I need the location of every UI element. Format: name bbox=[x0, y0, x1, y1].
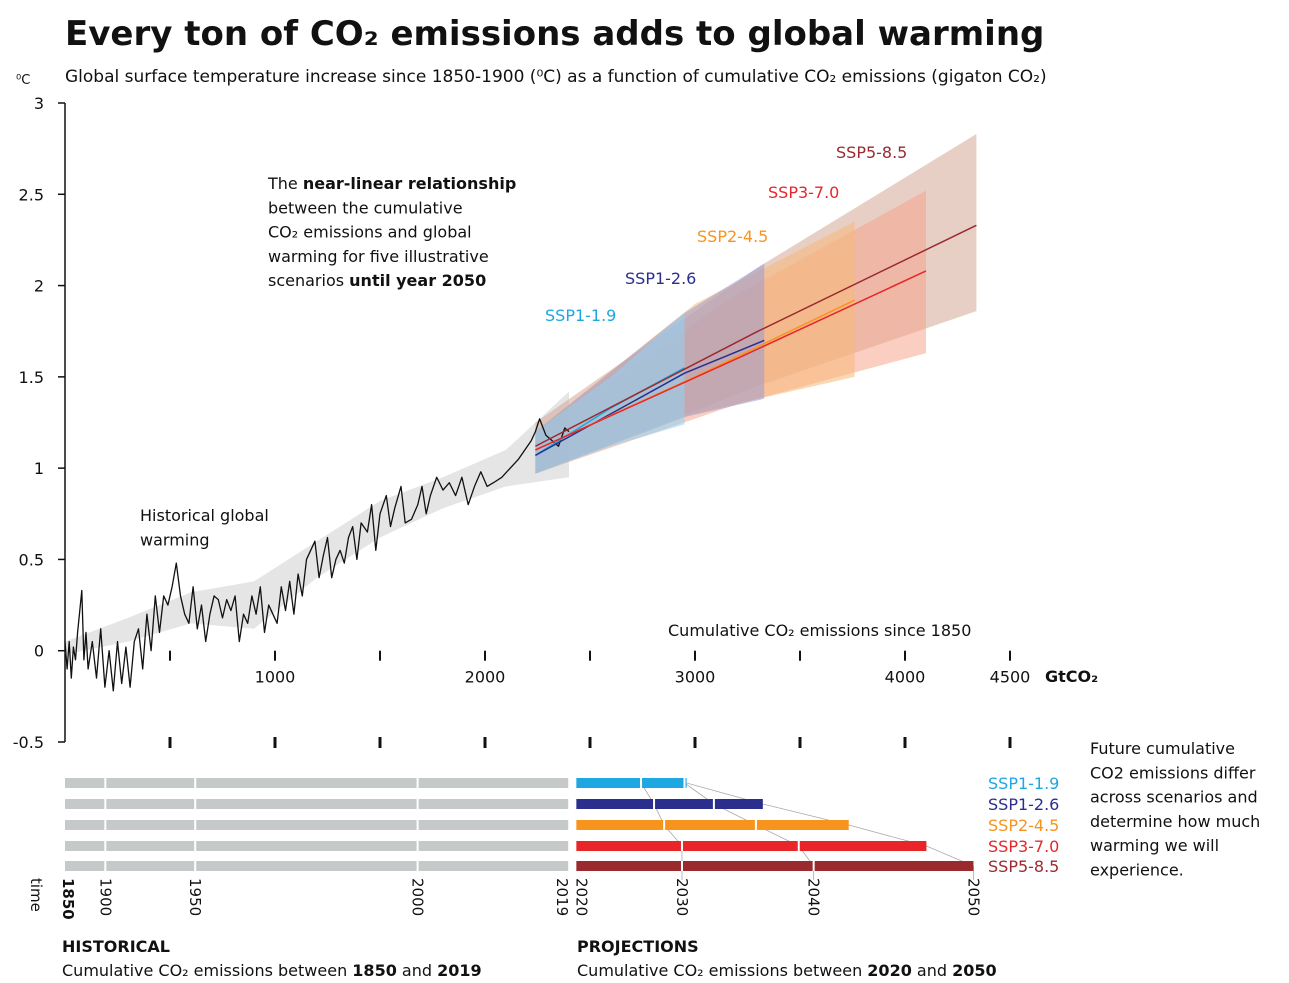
text-run: between the cumulative bbox=[268, 198, 463, 217]
annotation: The near-linear relationship bbox=[267, 174, 516, 193]
time-label: 2050 bbox=[964, 878, 982, 916]
time-label: 1950 bbox=[186, 878, 204, 916]
legend-label: SSP1-2.6 bbox=[988, 795, 1059, 814]
scenario-line bbox=[535, 224, 977, 447]
annotation: warming for five illustrative bbox=[268, 247, 489, 266]
y-tick-label: 1 bbox=[34, 459, 44, 478]
projection-bar bbox=[681, 841, 799, 851]
side-note: experience. bbox=[1090, 861, 1184, 880]
annotation: scenarios until year 2050 bbox=[268, 271, 486, 290]
time-label: 1850 bbox=[59, 878, 77, 920]
legend-label: SSP2-4.5 bbox=[988, 816, 1059, 835]
x-axis-label: Cumulative CO₂ emissions since 1850 bbox=[668, 621, 971, 640]
series-label: SSP1-2.6 bbox=[625, 269, 696, 288]
side-note: Future cumulative bbox=[1090, 739, 1235, 758]
projection-bar bbox=[713, 799, 763, 809]
legend-label: SSP5-8.5 bbox=[988, 857, 1059, 876]
footer-text: Cumulative CO₂ emissions between 2020 an… bbox=[577, 961, 997, 980]
series-label: SSP2-4.5 bbox=[697, 227, 768, 246]
footer-heading: PROJECTIONS bbox=[577, 937, 699, 956]
projection-bar bbox=[576, 861, 682, 871]
projection-bar bbox=[576, 841, 682, 851]
time-label: 2020 bbox=[572, 878, 590, 916]
chart-title: Every ton of CO₂ emissions adds to globa… bbox=[65, 14, 1044, 54]
projection-bar bbox=[654, 799, 714, 809]
x-unit: GtCO₂ bbox=[1045, 667, 1098, 686]
text-run: warming bbox=[140, 531, 210, 550]
projection-bar bbox=[813, 861, 974, 871]
y-tick-label: 3 bbox=[34, 94, 44, 113]
projection-bar bbox=[798, 841, 927, 851]
series-label: SSP5-8.5 bbox=[836, 143, 907, 162]
x-tick-label: 4000 bbox=[885, 668, 926, 687]
text-run: and bbox=[397, 961, 437, 980]
text-run: 2050 bbox=[952, 961, 997, 980]
historical-bar bbox=[65, 861, 570, 871]
annotation: Historical global bbox=[140, 506, 269, 525]
projection-bar bbox=[664, 820, 756, 830]
y-unit: ⁰C bbox=[16, 73, 30, 88]
text-run: 1850 bbox=[352, 961, 397, 980]
historical-bar bbox=[65, 778, 570, 788]
text-run: scenarios bbox=[268, 271, 349, 290]
text-run: Cumulative CO₂ emissions between bbox=[62, 961, 352, 980]
footer-text: Cumulative CO₂ emissions between 1850 an… bbox=[62, 961, 482, 980]
annotation: warming bbox=[140, 531, 210, 550]
y-tick-label: 0.5 bbox=[19, 550, 44, 569]
text-run: until year 2050 bbox=[349, 271, 486, 290]
series-label: SSP1-1.9 bbox=[545, 306, 616, 325]
time-label: 2030 bbox=[673, 878, 691, 916]
legend-label: SSP1-1.9 bbox=[988, 774, 1059, 793]
text-run: and bbox=[912, 961, 952, 980]
side-note: CO2 emissions differ bbox=[1090, 763, 1256, 782]
side-note: determine how much bbox=[1090, 812, 1260, 831]
y-tick-label: 1.5 bbox=[19, 368, 44, 387]
projection-bar bbox=[576, 820, 665, 830]
historical-bar bbox=[65, 841, 570, 851]
time-label: 1900 bbox=[96, 878, 114, 916]
projection-bar bbox=[576, 799, 655, 809]
time-axis-label: time bbox=[27, 878, 45, 912]
x-tick-label: 4500 bbox=[990, 668, 1031, 687]
historical-band bbox=[65, 391, 569, 655]
historical-bar bbox=[65, 820, 570, 830]
side-note: across scenarios and bbox=[1090, 788, 1258, 807]
projection-bar bbox=[641, 778, 685, 788]
time-label: 2000 bbox=[409, 878, 427, 916]
text-run: 2019 bbox=[437, 961, 482, 980]
legend-label: SSP3-7.0 bbox=[988, 837, 1059, 856]
scenario-line bbox=[535, 270, 927, 451]
chart-subtitle: Global surface temperature increase sinc… bbox=[65, 67, 1047, 87]
projection-bar bbox=[681, 861, 814, 871]
text-run: The bbox=[267, 174, 303, 193]
text-run: CO₂ emissions and global bbox=[268, 223, 472, 242]
text-run: Historical global bbox=[140, 506, 269, 525]
projection-bar bbox=[755, 820, 849, 830]
y-tick-label: 2 bbox=[34, 277, 44, 296]
projection-bar bbox=[576, 778, 642, 788]
x-tick-label: 3000 bbox=[675, 668, 716, 687]
text-run: near-linear relationship bbox=[303, 174, 516, 193]
x-tick-label: 1000 bbox=[255, 668, 296, 687]
projection-bar bbox=[684, 778, 687, 788]
time-label: 2019 bbox=[553, 878, 571, 916]
text-run: Cumulative CO₂ emissions between bbox=[577, 961, 867, 980]
historical-bar bbox=[65, 799, 570, 809]
text-run: 2020 bbox=[867, 961, 912, 980]
y-tick-label: 2.5 bbox=[19, 185, 44, 204]
text-run: warming for five illustrative bbox=[268, 247, 489, 266]
side-note: warming we will bbox=[1090, 836, 1219, 855]
footer-heading: HISTORICAL bbox=[62, 937, 170, 956]
annotation: CO₂ emissions and global bbox=[268, 223, 472, 242]
annotation: between the cumulative bbox=[268, 198, 463, 217]
series-label: SSP3-7.0 bbox=[768, 183, 839, 202]
time-label: 2040 bbox=[805, 878, 823, 916]
historical-line bbox=[64, 418, 570, 692]
y-tick-label: -0.5 bbox=[13, 733, 44, 752]
x-tick-label: 2000 bbox=[465, 668, 506, 687]
y-tick-label: 0 bbox=[34, 642, 44, 661]
